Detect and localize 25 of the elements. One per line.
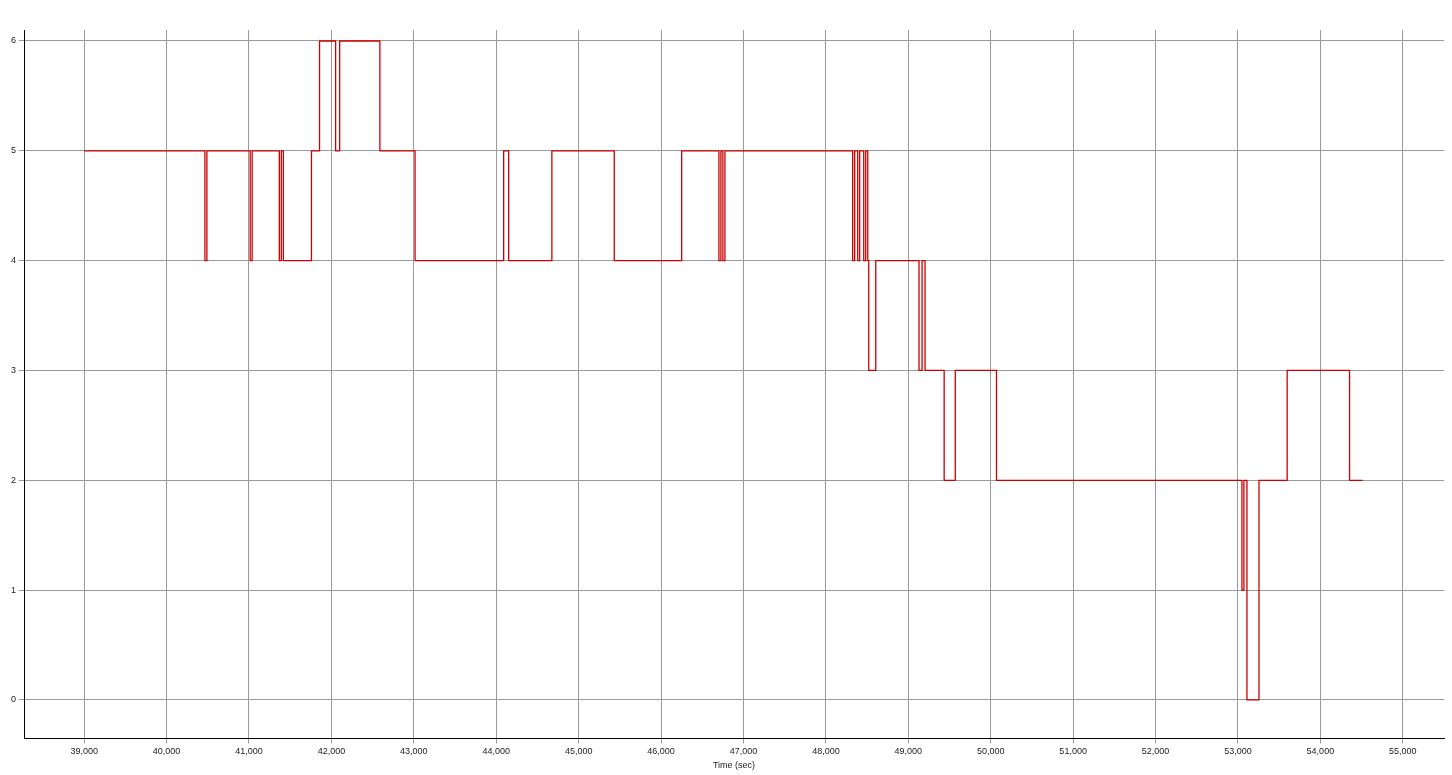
x-tick-label: 44,000: [482, 746, 510, 757]
x-tick-label: 42,000: [317, 746, 346, 757]
x-tick-label: 53,000: [1224, 746, 1252, 757]
y-tick-label: 3: [10, 364, 17, 375]
y-tick-label: 2: [10, 474, 17, 485]
x-tick-label: 39,000: [70, 746, 98, 757]
x-tick-label: 47,000: [729, 746, 758, 757]
y-tick-label: 4: [10, 255, 17, 266]
y-tick-label: 6: [10, 35, 17, 46]
x-tick-label: 43,000: [400, 746, 428, 757]
x-axis-title: Time (sec): [712, 760, 756, 771]
x-tick-label: 55,000: [1389, 746, 1417, 757]
x-tick-label: 51,000: [1059, 746, 1087, 757]
x-tick-label: 52,000: [1141, 746, 1170, 757]
x-tick-label: 49,000: [894, 746, 923, 757]
x-tick-label: 41,000: [235, 746, 263, 757]
x-tick-label: 50,000: [976, 746, 1005, 757]
x-tick-label: 40,000: [152, 746, 181, 757]
y-tick-label: 1: [10, 584, 17, 595]
x-tick-label: 46,000: [647, 746, 675, 757]
y-tick-label: 5: [10, 145, 17, 156]
y-tick-label: 0: [10, 694, 17, 705]
x-tick-label: 54,000: [1306, 746, 1335, 757]
x-tick-label: 48,000: [812, 746, 840, 757]
x-tick-label: 45,000: [564, 746, 593, 757]
